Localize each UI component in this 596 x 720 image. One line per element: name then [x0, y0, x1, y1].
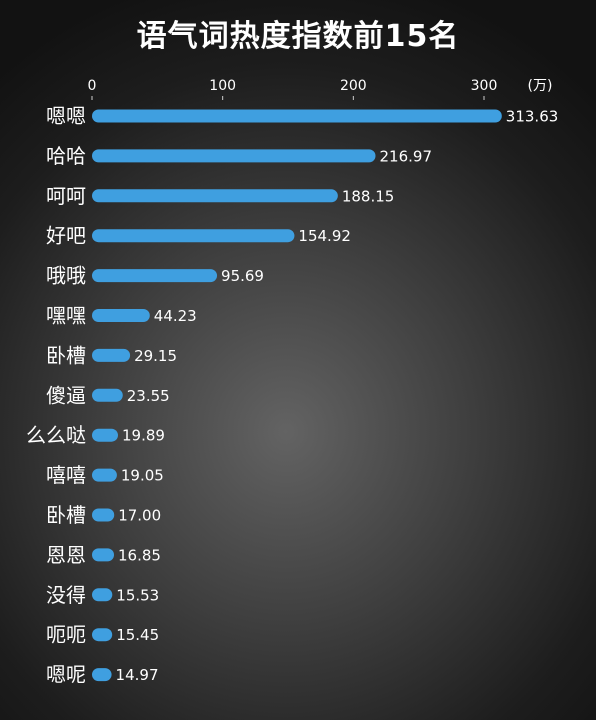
bar — [92, 628, 113, 642]
value-label: 15.53 — [116, 586, 159, 604]
category-label: 好吧 — [46, 224, 86, 248]
x-tick-label: 100 — [209, 78, 236, 94]
bars: 嗯嗯 313.63 哈哈 216.97 呵呵 188.15 好吧 154.92 哦哦 95.69 嘿… — [26, 104, 558, 687]
value-label: 16.85 — [118, 546, 161, 564]
value-label: 23.55 — [127, 387, 170, 405]
bar — [92, 149, 376, 163]
x-axis: 0 100 200 300 — [88, 78, 498, 100]
value-label: 17.00 — [118, 507, 161, 525]
value-label: 216.97 — [380, 147, 433, 165]
value-label: 313.63 — [506, 108, 559, 126]
value-label: 14.97 — [116, 666, 159, 684]
bar — [92, 388, 123, 402]
bar — [92, 269, 218, 283]
category-label: 没得 — [46, 583, 86, 607]
x-tick-label: 0 — [88, 78, 97, 94]
category-label: 么么哒 — [26, 423, 86, 447]
category-label: 卧槽 — [46, 503, 86, 527]
category-label: 傻逼 — [46, 383, 86, 407]
category-label: 嗯呢 — [46, 663, 86, 687]
category-label: 嗯嗯 — [46, 104, 86, 128]
category-label: 呃呃 — [46, 623, 86, 647]
category-label: 哦哦 — [46, 264, 86, 288]
bar — [92, 548, 115, 562]
category-label: 嘿嘿 — [46, 304, 86, 328]
bar — [92, 508, 115, 522]
value-label: 95.69 — [221, 267, 264, 285]
bar — [92, 189, 338, 203]
value-label: 188.15 — [342, 187, 395, 205]
category-label: 卧槽 — [46, 343, 86, 367]
x-tick-label: 300 — [471, 78, 498, 94]
bar — [92, 668, 112, 682]
value-label: 29.15 — [134, 347, 177, 365]
category-label: 恩恩 — [46, 543, 86, 567]
bar — [92, 309, 150, 322]
category-label: 嘻嘻 — [46, 463, 86, 487]
bar — [92, 348, 131, 362]
value-label: 44.23 — [154, 307, 197, 325]
chart-title: 语气词热度指数前15名 — [137, 19, 460, 54]
unit-label: (万) — [528, 78, 553, 94]
value-label: 19.05 — [121, 467, 164, 485]
bar — [92, 588, 113, 602]
value-label: 154.92 — [298, 227, 351, 245]
category-label: 呵呵 — [46, 184, 86, 208]
bar — [92, 428, 118, 442]
value-label: 15.45 — [116, 626, 159, 644]
x-tick-label: 200 — [340, 78, 367, 94]
value-label: 19.89 — [122, 427, 165, 445]
bar — [92, 109, 502, 123]
category-label: 哈哈 — [46, 144, 86, 168]
bar — [92, 468, 117, 482]
bar — [92, 229, 295, 243]
